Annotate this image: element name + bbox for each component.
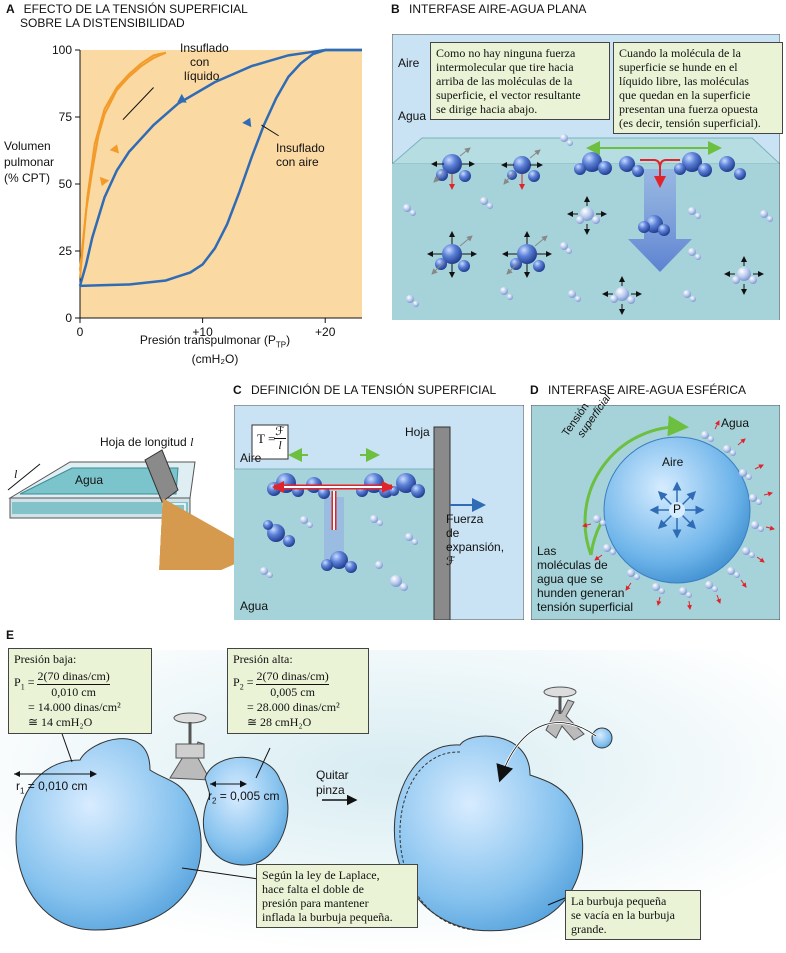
panel-c-diagram xyxy=(234,405,524,620)
faded-molecules xyxy=(403,134,773,307)
liquid-inflation-arrow xyxy=(109,144,120,154)
x-tick-label: +10 xyxy=(192,325,213,339)
panel-a-title-1: EFECTO DE LA TENSIÓN SUPERFICIAL xyxy=(23,2,248,16)
label-tray-agua: Agua xyxy=(75,473,104,487)
water-body xyxy=(392,164,780,320)
tray-sheet xyxy=(144,449,179,503)
bulk-molecule-5 xyxy=(724,256,764,295)
rim-molecules xyxy=(593,431,764,598)
clamp-handle-left xyxy=(173,712,207,724)
xlabel-unit: (cmH₂O) xyxy=(191,352,239,367)
callout-low-pressure: Presión baja: P1 = 2(70 dinas/cm) 0,010 … xyxy=(8,648,152,734)
panel-c-header: C DEFINICIÓN DE LA TENSIÓN SUPERFICIAL xyxy=(233,383,496,397)
xlabel-main: Presión transpulmonar (PTP) xyxy=(139,333,291,350)
small-bubble-left xyxy=(202,756,289,866)
panel-c-hoja: Hoja xyxy=(405,425,430,439)
bulk-molecule-3 xyxy=(567,196,607,235)
panel-d-header: D INTERFASE AIRE-AGUA ESFÉRICA xyxy=(530,383,746,397)
callout-high-pressure: Presión alta: P2 = 2(70 dinas/cm) 0,005 … xyxy=(227,648,369,734)
series-line-4 xyxy=(78,48,363,287)
liquid-label-leader xyxy=(122,87,154,121)
liquid-deflation-arrow xyxy=(99,176,110,187)
panel-a-ylabel: Volumen pulmonar (% CPT) xyxy=(4,138,54,186)
panel-d-title: INTERFASE AIRE-AGUA ESFÉRICA xyxy=(548,383,747,397)
panel-d-letter: D xyxy=(530,383,539,397)
label-r2: r2 = 0,005 cm xyxy=(208,789,280,806)
panel-b-callout-right: Cuando la molécula de la superficie se h… xyxy=(613,42,783,134)
panel-e-letter: E xyxy=(6,628,15,642)
panel-d-note: Las moléculas de agua que se hunden gene… xyxy=(537,544,634,614)
panel-c-title: DEFINICIÓN DE LA TENSIÓN SUPERFICIAL xyxy=(251,383,497,397)
y-tick-label: 50 xyxy=(59,177,73,191)
formula-box xyxy=(251,424,289,460)
sheet-plate xyxy=(433,426,451,620)
panel-d-p: P xyxy=(673,502,682,516)
panel-a-title-2: SOBRE LA DISTENSIBILIDAD xyxy=(20,16,185,30)
panel-b-letter: B xyxy=(391,2,400,16)
y-tick-label: 100 xyxy=(52,43,72,57)
formula-T: T = xyxy=(257,431,276,446)
panel-a-chart: 0 25 50 75 100 0 +10 +20 xyxy=(52,43,363,339)
panel-a-letter: A xyxy=(6,2,15,16)
bulk-molecule-2 xyxy=(502,231,552,278)
callout-laplace: Según la ley de Laplace, hace falta el d… xyxy=(256,864,418,928)
y-tick-label: 25 xyxy=(59,244,73,258)
panel-d-agua: Agua xyxy=(721,416,750,430)
panel-a-header-2: SOBRE LA DISTENSIBILIDAD xyxy=(20,16,185,30)
panel-e-header: E xyxy=(6,628,14,642)
y-tick-label: 0 xyxy=(65,311,72,325)
label-insuflado-aire: Insuflado con aire xyxy=(276,141,325,169)
panel-c-agua: Agua xyxy=(240,599,269,613)
ylabel-line: pulmonar xyxy=(4,155,55,169)
sinking-molecule-c xyxy=(321,551,357,573)
panel-b-header: B INTERFASE AIRE-AGUA PLANA xyxy=(391,2,586,16)
ylabel-line: Volumen xyxy=(4,139,51,153)
panel-a-xlabel: Presión transpulmonar (PTP) (cmH₂O) xyxy=(115,333,315,367)
air-inflation-arrow xyxy=(242,117,252,128)
series-line-3 xyxy=(79,48,362,288)
panel-a-header: A EFECTO DE LA TENSIÓN SUPERFICIAL xyxy=(6,2,248,16)
label-quitar-pinza: Quitar pinza xyxy=(316,768,349,797)
x-tick-label: +20 xyxy=(315,325,336,339)
surface-molecule-1 xyxy=(431,147,475,190)
label-hoja-longitud: Hoja de longitud l xyxy=(100,435,194,449)
plot-area xyxy=(80,50,362,318)
x-tick-label: 0 xyxy=(77,325,84,339)
bulk-molecule-c xyxy=(263,520,295,547)
surface-molecule-2 xyxy=(501,149,543,190)
panel-b-title: INTERFASE AIRE-AGUA PLANA xyxy=(409,2,587,16)
callout-empties: La burbuja pequeña se vacía en la burbuj… xyxy=(565,890,701,940)
label-r1: r1 = 0,010 cm xyxy=(16,779,88,796)
panel-d-diagram xyxy=(531,405,780,620)
clamp-handle-right xyxy=(543,686,577,698)
panel-c-fuerza: Fuerza de expansión, ℱ xyxy=(446,512,505,568)
zoom-arrow xyxy=(157,498,260,570)
panel-c-letter: C xyxy=(233,383,242,397)
surface-row-tension xyxy=(574,141,746,188)
bulk-molecule-4 xyxy=(602,276,642,315)
large-bubble-left xyxy=(15,738,202,931)
tray-illustration xyxy=(7,449,260,570)
label-insuflado-liquido: Insuflado con líquido xyxy=(180,41,229,83)
series-line-2 xyxy=(79,51,167,278)
faded-molecules-c xyxy=(260,515,418,591)
air-deflation-arrow xyxy=(177,93,187,103)
small-bubble-right xyxy=(591,727,613,749)
formula-fraction: ℱ l xyxy=(274,424,286,452)
sinking-molecule xyxy=(638,215,670,236)
panel-b-aire: Aire xyxy=(398,56,420,70)
panel-c-aire: Aire xyxy=(240,451,262,465)
tray-water xyxy=(19,467,179,495)
ylabel-line: (% CPT) xyxy=(4,171,50,185)
air-label-leader xyxy=(261,124,279,137)
panel-d-aire: Aire xyxy=(662,455,684,469)
panel-b-agua: Agua xyxy=(398,109,427,123)
panel-b-callout-left: Como no hay ninguna fuerza intermolecula… xyxy=(430,42,610,120)
bulk-molecule-1 xyxy=(427,231,477,278)
y-tick-label: 75 xyxy=(59,110,73,124)
label-l: l xyxy=(14,467,18,481)
